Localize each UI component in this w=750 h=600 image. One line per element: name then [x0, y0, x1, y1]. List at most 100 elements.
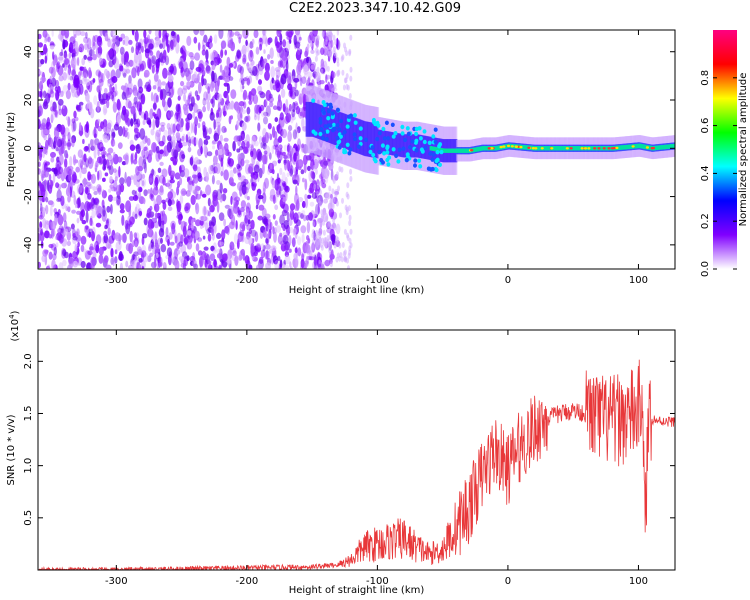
- ridge-spot: [430, 157, 435, 162]
- noise-blob: [226, 94, 229, 106]
- noise-blob: [48, 173, 52, 182]
- noise-blob: [330, 234, 336, 242]
- noise-blob: [105, 239, 112, 249]
- noise-blob: [67, 139, 71, 151]
- ridge-spot: [358, 126, 363, 131]
- x-tick-label: -200: [236, 275, 259, 286]
- noise-blob: [69, 186, 73, 198]
- noise-blob: [144, 162, 147, 174]
- noise-blob: [274, 178, 280, 191]
- noise-blob: [87, 250, 93, 256]
- noise-blob: [116, 100, 122, 112]
- noise-blob: [124, 51, 129, 63]
- noise-blob: [68, 172, 72, 182]
- noise-blob: [62, 63, 65, 68]
- noise-blob: [80, 244, 85, 253]
- noise-blob: [224, 204, 231, 209]
- noise-blob: [283, 243, 289, 252]
- noise-blob: [262, 33, 267, 45]
- noise-blob: [80, 209, 86, 218]
- noise-blob: [63, 228, 69, 236]
- noise-blob: [39, 71, 44, 76]
- noise-blob: [176, 201, 180, 209]
- noise-blob: [306, 79, 309, 86]
- noise-blob: [159, 149, 164, 154]
- noise-blob: [83, 36, 89, 44]
- ridge-spot: [346, 117, 351, 123]
- noise-blob: [162, 213, 167, 225]
- noise-blob: [209, 205, 215, 213]
- noise-blob: [218, 212, 225, 222]
- noise-blob: [194, 104, 199, 113]
- noise-blob: [283, 219, 289, 230]
- noise-blob: [158, 30, 162, 39]
- noise-blob: [248, 264, 253, 269]
- noise-blob: [159, 210, 164, 223]
- noise-blob: [327, 41, 331, 48]
- noise-blob: [288, 234, 292, 246]
- ridge-peak: [514, 145, 519, 148]
- noise-blob: [108, 164, 112, 170]
- noise-blob: [277, 159, 281, 164]
- noise-blob: [122, 105, 127, 116]
- noise-blob: [52, 51, 55, 60]
- noise-blob: [83, 153, 87, 162]
- noise-blob: [183, 106, 189, 116]
- noise-blob: [247, 219, 251, 225]
- noise-blob: [42, 129, 49, 135]
- noise-blob: [221, 229, 226, 241]
- noise-blob: [148, 173, 154, 186]
- noise-blob: [328, 208, 335, 218]
- ridge-spot: [345, 124, 350, 129]
- noise-blob: [333, 224, 337, 231]
- noise-blob: [311, 244, 315, 251]
- noise-blob: [295, 255, 299, 268]
- noise-blob: [121, 233, 127, 243]
- noise-blob: [128, 242, 134, 254]
- noise-blob: [317, 99, 320, 105]
- noise-blob: [345, 206, 349, 213]
- noise-blob: [189, 60, 195, 71]
- noise-blob: [205, 91, 211, 102]
- noise-blob: [39, 221, 43, 229]
- noise-blob: [116, 191, 121, 196]
- ridge-spot: [342, 149, 347, 155]
- noise-blob: [300, 225, 307, 234]
- noise-blob: [112, 101, 118, 113]
- noise-blob: [63, 158, 68, 169]
- ridge-spot: [400, 131, 405, 136]
- noise-blob: [89, 46, 93, 58]
- noise-blob: [319, 180, 323, 187]
- noise-blob: [118, 166, 121, 178]
- noise-blob: [267, 37, 271, 46]
- noise-blob: [62, 212, 67, 223]
- ridge-peak: [597, 147, 601, 150]
- noise-blob: [203, 246, 209, 251]
- noise-blob: [98, 78, 104, 87]
- noise-blob: [155, 129, 161, 138]
- noise-blob: [284, 115, 290, 125]
- noise-blob: [87, 56, 93, 61]
- noise-blob: [341, 69, 345, 76]
- noise-blob: [135, 165, 140, 176]
- ridge-spot: [328, 102, 333, 108]
- noise-blob: [335, 200, 339, 207]
- ridge-spot: [390, 122, 395, 128]
- noise-blob: [60, 172, 65, 182]
- noise-blob: [44, 33, 50, 42]
- noise-blob: [237, 172, 242, 178]
- noise-blob: [75, 203, 78, 209]
- noise-blob: [49, 99, 54, 111]
- noise-blob: [215, 149, 219, 156]
- noise-blob: [212, 163, 216, 175]
- noise-blob: [129, 216, 135, 225]
- noise-blob: [217, 57, 222, 64]
- ridge-peak: [540, 147, 544, 150]
- noise-blob: [98, 70, 101, 78]
- noise-blob: [273, 138, 280, 148]
- ridge-spot: [352, 132, 357, 137]
- noise-blob: [265, 238, 269, 244]
- noise-blob: [135, 65, 139, 73]
- noise-blob: [121, 91, 126, 100]
- noise-blob: [202, 126, 209, 136]
